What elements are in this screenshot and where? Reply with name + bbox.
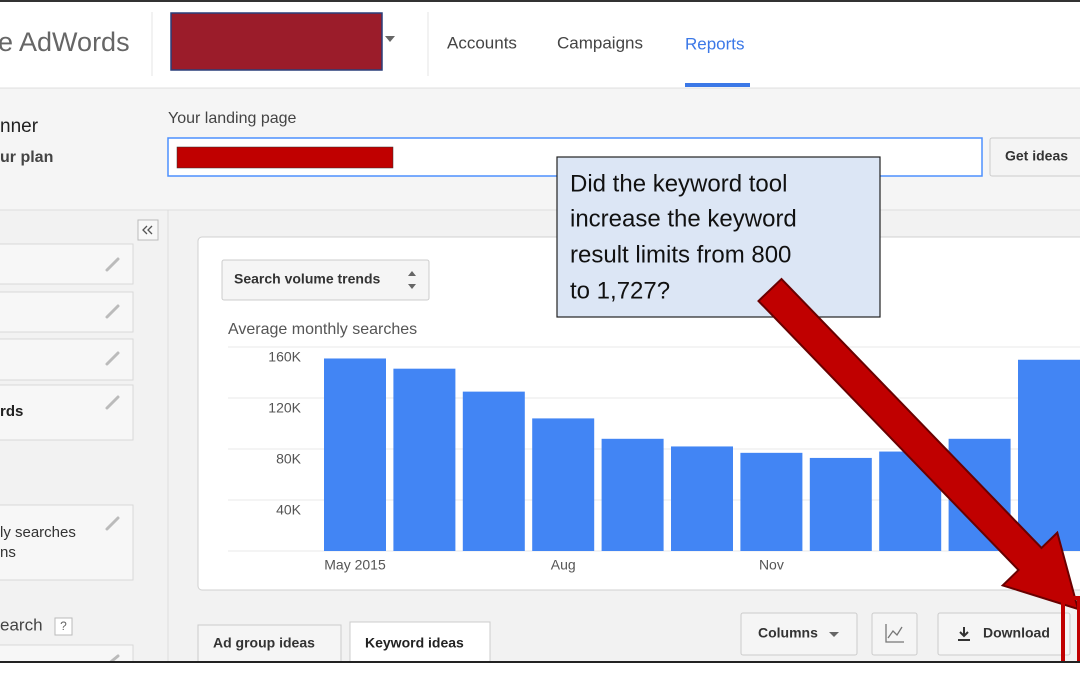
tab-label: Ad group ideas [213, 635, 315, 651]
callout-text: Did the keyword tool [570, 170, 787, 197]
planner-title: nner [0, 116, 39, 137]
download-icon [958, 627, 970, 641]
columns-button[interactable] [740, 612, 858, 656]
sidebar-text: ns [0, 544, 16, 561]
header [0, 0, 1080, 88]
x-tick-label: May 2015 [324, 557, 386, 573]
pencil-icon[interactable] [105, 351, 120, 366]
nav-item-active[interactable]: Reports [685, 34, 745, 53]
x-tick-label: Aug [551, 557, 576, 573]
callout-text: result limits from 800 [570, 241, 791, 268]
button-label: Columns [758, 625, 818, 641]
bar [740, 452, 803, 551]
button-label: Download [983, 625, 1050, 641]
y-tick-label: 160K [268, 349, 301, 365]
bar [671, 446, 733, 551]
field-label: Your landing page [168, 110, 297, 127]
redacted-account[interactable] [170, 12, 383, 71]
sidebar-card[interactable] [0, 384, 134, 441]
frame-margin [0, 663, 1080, 675]
y-tick-label: 40K [276, 502, 302, 518]
get-ideas-button[interactable] [989, 137, 1080, 177]
chart-selector[interactable] [221, 259, 430, 301]
sort-icon [408, 271, 416, 289]
nav-item[interactable]: Accounts [447, 33, 517, 52]
planner-subtitle: ur plan [0, 149, 53, 166]
download-button[interactable] [937, 612, 1071, 656]
chart-icon [885, 624, 904, 643]
sidebar-text: earch [0, 615, 43, 634]
bar [1018, 359, 1080, 551]
bar [462, 391, 525, 551]
dropdown-arrow [385, 36, 395, 42]
nav-underline [685, 83, 750, 87]
bar [601, 438, 664, 551]
y-tick-label: 80K [276, 451, 302, 467]
collapse-icon [142, 225, 153, 235]
button-label: Get ideas [1005, 148, 1068, 164]
redacted-url [176, 146, 394, 169]
logo: e AdWords [0, 27, 130, 57]
chart: 40K 80K 120K 160K May 2015 Aug Nov [228, 346, 1080, 573]
sidebar-text: ly searches [0, 524, 76, 541]
callout-text: to 1,727? [570, 277, 670, 304]
annotation-arrow [757, 277, 1080, 611]
bar [393, 368, 456, 551]
bar [324, 358, 386, 551]
selector-label: Search volume trends [234, 271, 380, 287]
callout-text: increase the keyword [570, 205, 797, 232]
dropdown-arrow [829, 632, 839, 637]
y-tick-label: 120K [268, 400, 301, 416]
help-text: ? [60, 619, 67, 633]
sidebar-card[interactable] [0, 243, 134, 285]
chart-title: Average monthly searches [228, 321, 417, 338]
pencil-icon[interactable] [105, 516, 120, 531]
pencil-icon[interactable] [105, 257, 120, 272]
pencil-icon[interactable] [105, 304, 120, 319]
tab-label: Keyword ideas [365, 635, 464, 651]
sidebar-card[interactable] [0, 504, 134, 581]
chart-toggle-button[interactable] [871, 612, 918, 656]
callout-box [556, 156, 881, 318]
x-tick-label: Nov [759, 557, 784, 573]
help-icon[interactable] [54, 617, 73, 636]
bar [809, 457, 872, 551]
pencil-icon[interactable] [105, 395, 120, 410]
sidebar-text: rds [0, 403, 23, 420]
bar [532, 418, 595, 551]
nav-item[interactable]: Campaigns [557, 33, 643, 52]
